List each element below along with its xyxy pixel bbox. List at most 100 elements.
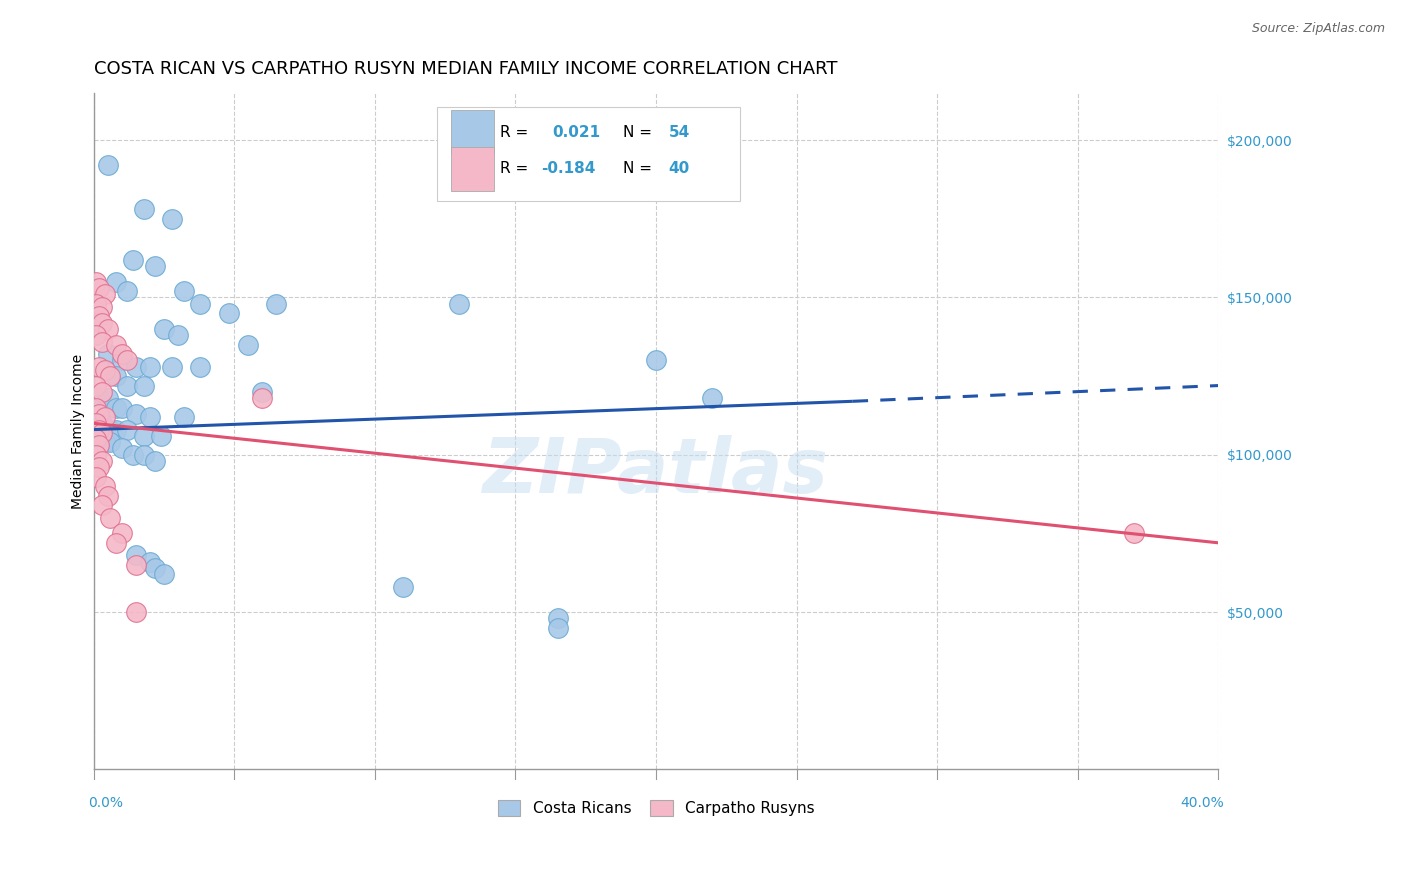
Text: 0.021: 0.021 (553, 125, 600, 140)
Point (86, 297, 108, 311)
Point (100, 423, 122, 437)
Point (162, 211, 184, 226)
Text: R =: R = (499, 125, 533, 140)
Point (218, 306, 240, 320)
Point (100, 510, 122, 524)
Point (167, 328, 190, 343)
Point (266, 297, 288, 311)
Text: -0.184: -0.184 (541, 161, 596, 177)
Point (91, 384, 114, 399)
Point (153, 567, 176, 582)
Point (105, 369, 128, 384)
Point (94, 435, 117, 450)
Point (97, 391, 120, 405)
Point (392, 580, 415, 594)
Point (190, 359, 212, 374)
Point (86, 432, 108, 446)
Point (86, 328, 108, 343)
Point (105, 536, 128, 550)
Point (125, 605, 148, 619)
Point (105, 423, 128, 437)
Point (86, 417, 108, 431)
FancyBboxPatch shape (437, 106, 741, 202)
Point (97, 347, 120, 361)
Point (145, 561, 167, 575)
Point (86, 470, 108, 484)
Point (105, 275, 128, 289)
Point (150, 429, 173, 443)
Point (100, 369, 122, 384)
Point (86, 378, 108, 392)
Point (94, 287, 117, 301)
Point (125, 407, 148, 421)
Point (91, 425, 114, 440)
FancyBboxPatch shape (451, 111, 494, 154)
Point (162, 359, 184, 374)
Point (122, 448, 145, 462)
Point (97, 322, 120, 336)
Legend: Costa Ricans, Carpatho Rusyns: Costa Ricans, Carpatho Rusyns (492, 794, 821, 822)
Text: COSTA RICAN VS CARPATHO RUSYN MEDIAN FAMILY INCOME CORRELATION CHART: COSTA RICAN VS CARPATHO RUSYN MEDIAN FAM… (94, 60, 837, 78)
Text: 0.0%: 0.0% (89, 797, 122, 810)
Point (125, 549, 148, 563)
Point (547, 621, 569, 635)
Point (111, 353, 134, 368)
Point (139, 555, 162, 569)
Point (117, 378, 139, 392)
Text: 40: 40 (668, 161, 689, 177)
Point (547, 611, 569, 625)
Point (111, 526, 134, 541)
Point (134, 202, 156, 217)
Text: 40.0%: 40.0% (1180, 797, 1225, 810)
Point (89, 391, 111, 405)
Point (91, 498, 114, 512)
Point (139, 410, 162, 425)
Point (173, 410, 195, 425)
Point (97, 489, 120, 503)
Point (139, 359, 162, 374)
Point (134, 448, 156, 462)
Text: 54: 54 (668, 125, 689, 140)
Point (94, 410, 117, 425)
Point (238, 337, 260, 351)
Point (91, 316, 114, 330)
Point (97, 158, 120, 172)
Point (91, 417, 114, 431)
Point (89, 359, 111, 374)
Point (111, 347, 134, 361)
Text: Source: ZipAtlas.com: Source: ZipAtlas.com (1251, 22, 1385, 36)
Text: ZIPatlas: ZIPatlas (484, 434, 830, 508)
Point (100, 435, 122, 450)
Text: R =: R = (499, 161, 533, 177)
Point (145, 259, 167, 273)
Point (94, 363, 117, 377)
Point (89, 460, 111, 475)
Point (449, 297, 471, 311)
Point (1123, 526, 1146, 541)
Point (111, 442, 134, 456)
Point (91, 300, 114, 314)
Point (134, 429, 156, 443)
Point (91, 454, 114, 468)
Point (89, 438, 111, 452)
Point (117, 423, 139, 437)
Point (173, 284, 195, 298)
Point (89, 310, 111, 324)
Point (252, 384, 274, 399)
Point (190, 297, 212, 311)
Point (111, 401, 134, 415)
Point (89, 407, 111, 421)
Point (645, 353, 668, 368)
Point (122, 252, 145, 267)
Point (94, 479, 117, 493)
Point (105, 401, 128, 415)
Point (91, 334, 114, 349)
Point (86, 275, 108, 289)
FancyBboxPatch shape (451, 147, 494, 191)
Point (702, 391, 724, 405)
Point (117, 284, 139, 298)
Text: N =: N = (623, 125, 657, 140)
Point (125, 359, 148, 374)
Point (89, 423, 111, 437)
Point (105, 337, 128, 351)
